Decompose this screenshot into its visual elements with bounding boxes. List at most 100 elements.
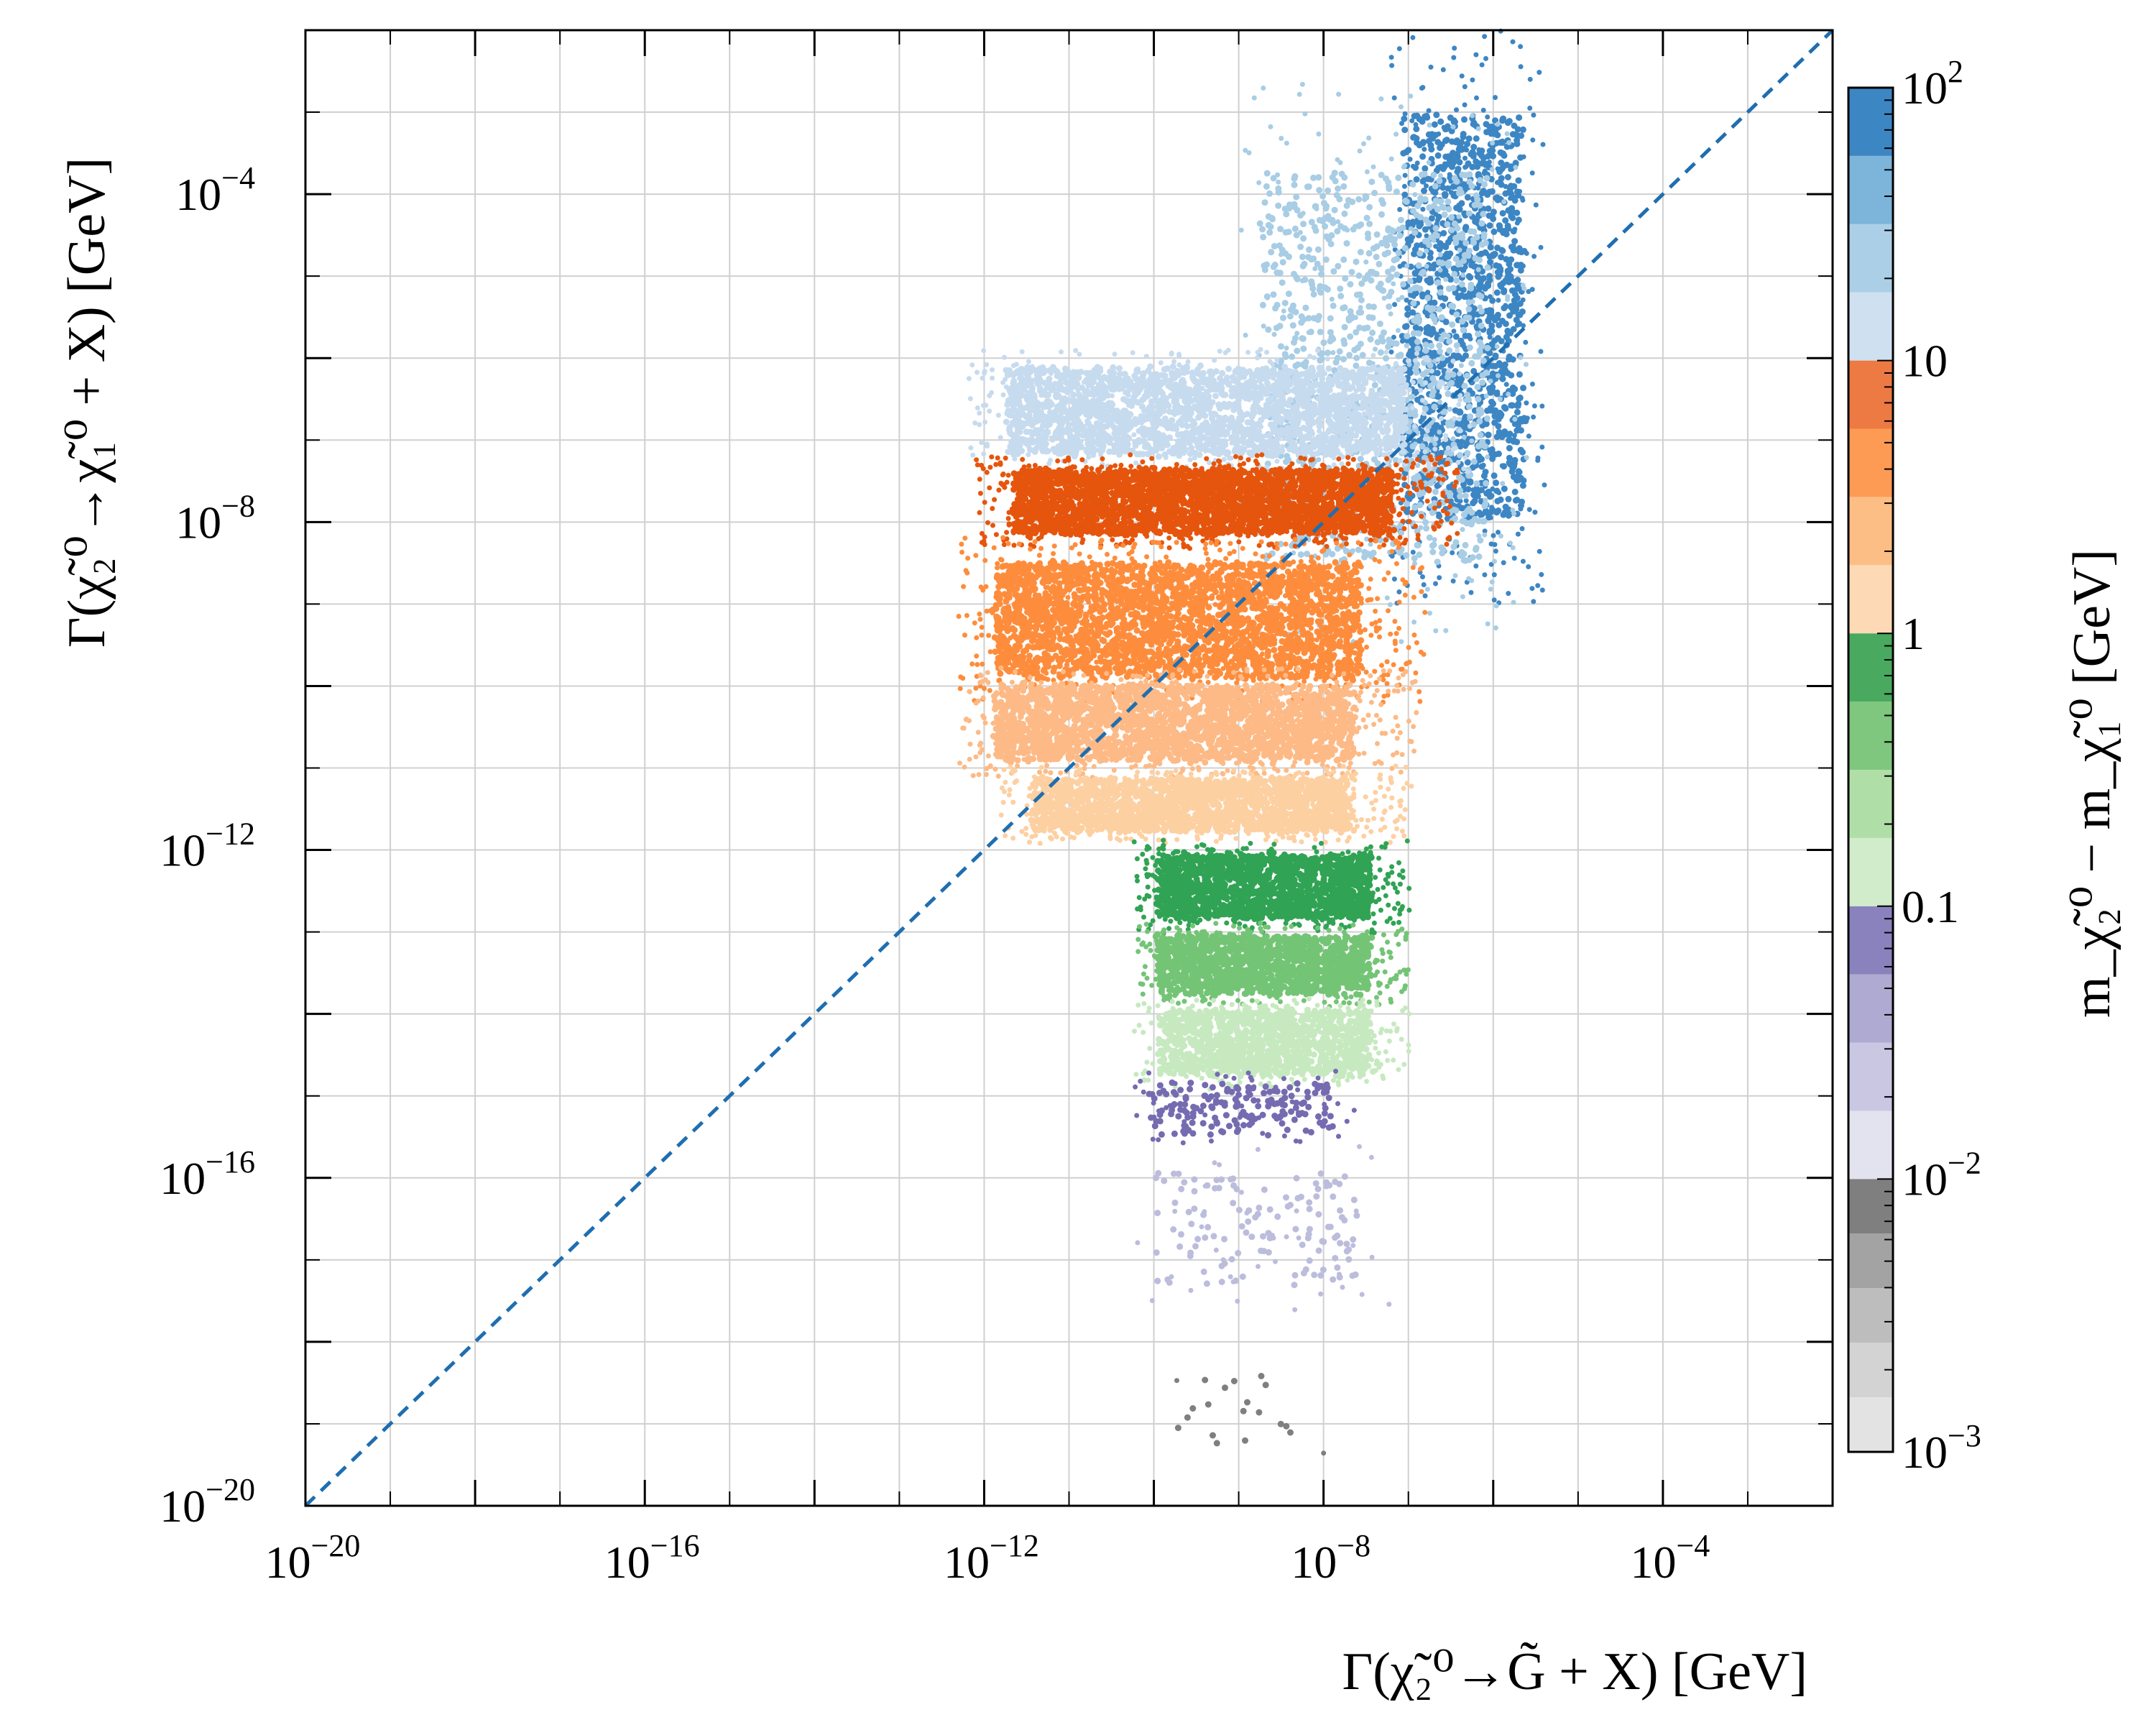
scatter-point xyxy=(1175,438,1181,445)
scatter-point xyxy=(1422,411,1427,416)
scatter-point xyxy=(990,376,995,381)
scatter-point xyxy=(1355,426,1360,431)
scatter-point xyxy=(1416,277,1422,283)
scatter-point xyxy=(1371,425,1378,431)
scatter-point xyxy=(1300,336,1307,342)
scatter-point xyxy=(1407,237,1414,244)
scatter-point xyxy=(1516,248,1522,254)
scatter-point xyxy=(1496,360,1503,367)
scatter-point xyxy=(1306,382,1311,387)
scatter-point xyxy=(996,413,1001,418)
scatter-point xyxy=(1292,226,1299,232)
scatter-point xyxy=(1330,268,1337,275)
scatter-point xyxy=(1457,372,1462,377)
scatter-point xyxy=(1340,257,1347,263)
scatter-point xyxy=(1386,183,1392,190)
scatter-point xyxy=(1479,438,1485,445)
scatter-point xyxy=(1466,211,1473,217)
scatter-point xyxy=(1276,180,1281,185)
scatter-point xyxy=(1263,262,1270,268)
scatter-point xyxy=(1400,339,1405,344)
scatter-point xyxy=(1524,455,1529,460)
scatter-point xyxy=(1032,446,1038,453)
scatter-point xyxy=(1460,327,1467,334)
scatter-point xyxy=(1335,185,1341,192)
scatter-point xyxy=(1344,240,1350,247)
scatter-point xyxy=(1468,424,1473,429)
scatter-point xyxy=(1462,252,1468,259)
scatter-point xyxy=(1261,86,1266,91)
scatter-point xyxy=(1263,183,1270,190)
scatter-point xyxy=(1450,543,1457,550)
scatter-point xyxy=(1444,221,1450,228)
scatter-point xyxy=(1307,330,1312,335)
scatter-point xyxy=(1526,564,1531,569)
scatter-point xyxy=(1479,380,1485,386)
scatter-point xyxy=(1049,436,1056,443)
scatter-point xyxy=(1327,316,1334,322)
scatter-point xyxy=(1476,553,1483,560)
scatter-point xyxy=(1433,111,1439,118)
scatter-point xyxy=(1486,273,1493,280)
scatter-point xyxy=(1498,397,1503,402)
scatter-point xyxy=(1505,267,1511,274)
scatter-point xyxy=(1279,247,1286,253)
scatter-point xyxy=(1506,392,1511,397)
scatter-point xyxy=(1190,418,1197,425)
scatter-point xyxy=(1275,459,1280,464)
scatter-point xyxy=(1240,433,1247,439)
scatter-point xyxy=(1224,449,1230,456)
scatter-point xyxy=(1515,192,1521,198)
scatter-point xyxy=(1414,339,1421,345)
scatter-point xyxy=(1443,277,1448,282)
scatter-point xyxy=(1366,250,1373,257)
scatter-point xyxy=(1462,172,1469,178)
scatter-point xyxy=(1393,397,1399,404)
scatter-point xyxy=(1366,314,1373,321)
scatter-point xyxy=(1429,369,1434,374)
scatter-point xyxy=(1518,355,1523,360)
scatter-point xyxy=(1365,235,1371,242)
scatter-point xyxy=(1451,117,1457,124)
scatter-point xyxy=(1459,356,1465,362)
scatter-point xyxy=(1501,305,1507,311)
scatter-point xyxy=(1485,622,1491,627)
scatter-point xyxy=(1487,222,1493,229)
scatter-point xyxy=(1194,393,1200,400)
scatter-point xyxy=(1330,336,1336,342)
scatter-point xyxy=(1349,269,1355,275)
scatter-point xyxy=(1462,240,1469,247)
scatter-point xyxy=(1402,163,1407,168)
scatter-point xyxy=(1414,122,1419,127)
scatter-point xyxy=(1493,391,1500,397)
scatter-point xyxy=(989,390,994,395)
scatter-point xyxy=(1461,466,1466,472)
scatter-point xyxy=(1463,455,1468,460)
scatter-point xyxy=(1260,302,1266,308)
scatter-point xyxy=(1404,344,1409,349)
scatter-point xyxy=(1396,233,1403,239)
scatter-point xyxy=(1483,56,1488,61)
scatter-point xyxy=(1475,412,1482,418)
scatter-point xyxy=(1243,333,1248,338)
scatter-point xyxy=(1402,245,1409,252)
scatter-point xyxy=(1420,398,1425,403)
scatter-point xyxy=(1212,358,1217,363)
scatter-point xyxy=(1539,445,1544,450)
scatter-point xyxy=(1393,132,1399,137)
scatter-point xyxy=(1451,124,1456,129)
scatter-point xyxy=(1377,321,1383,327)
scatter-point xyxy=(1516,468,1522,474)
scatter-point xyxy=(1475,453,1482,459)
scatter-point xyxy=(1516,371,1523,377)
scatter-point xyxy=(1517,155,1524,161)
scatter-point xyxy=(1508,257,1514,263)
scatter-point xyxy=(1406,359,1411,364)
scatter-point xyxy=(1493,195,1499,201)
scatter-point xyxy=(1437,400,1442,405)
scatter-point xyxy=(1286,290,1292,297)
scatter-point xyxy=(1412,192,1417,197)
scatter-point xyxy=(1419,443,1426,450)
scatter-point xyxy=(1501,560,1506,565)
scatter-point xyxy=(1501,199,1506,204)
